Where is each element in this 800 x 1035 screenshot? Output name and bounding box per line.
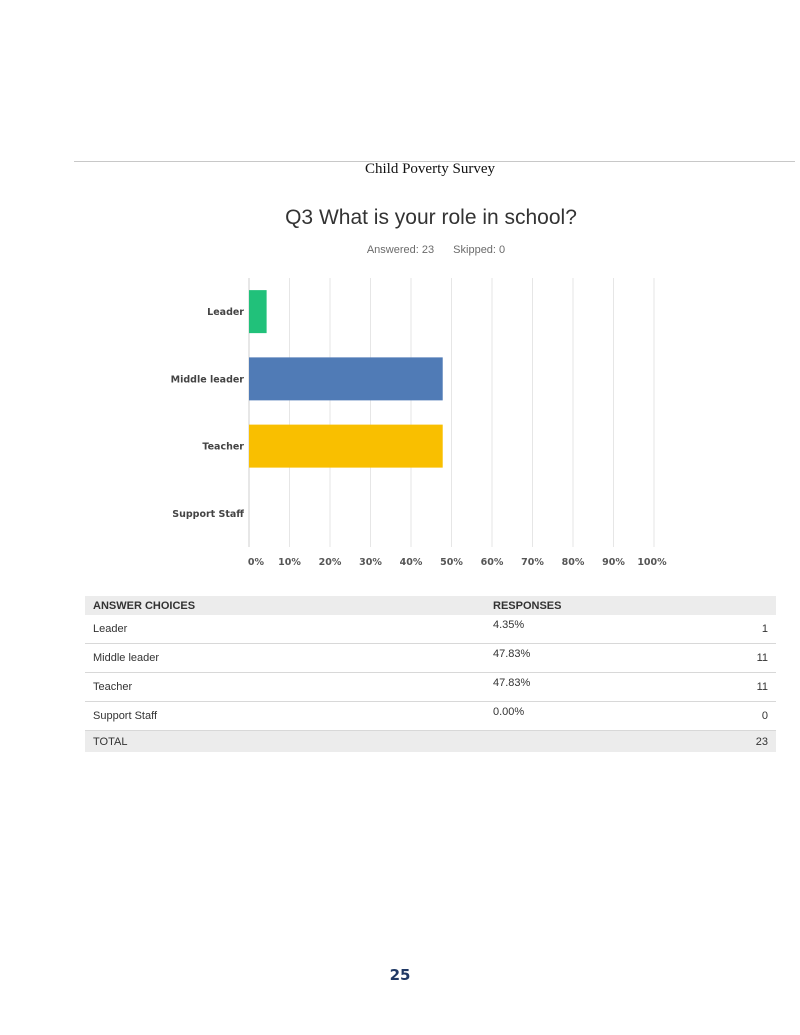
category-label: Teacher <box>202 442 244 453</box>
running-title: Child Poverty Survey <box>365 161 495 177</box>
skipped-count: Skipped: 0 <box>453 244 506 256</box>
choice-cell: Leader <box>85 615 485 644</box>
x-tick-label: 90% <box>602 557 625 568</box>
response-stats: Answered: 23 Skipped: 0 <box>0 244 800 256</box>
results-table: ANSWER CHOICES RESPONSES Leader 4.35% 1 … <box>85 596 776 752</box>
x-tick-label: 50% <box>440 557 463 568</box>
table-row: Teacher 47.83% 11 <box>85 672 776 702</box>
choice-cell: Middle leader <box>85 643 485 673</box>
x-tick-label: 0% <box>248 557 265 568</box>
header-rule <box>74 161 795 162</box>
x-tick-label: 100% <box>637 557 667 568</box>
bar-leader <box>249 290 267 334</box>
category-label: Leader <box>207 307 244 318</box>
table-row: Support Staff 0.00% 0 <box>85 701 776 731</box>
percent-cell: 47.83% <box>485 643 676 673</box>
header-answer-choices: ANSWER CHOICES <box>85 596 485 615</box>
percent-cell: 47.83% <box>485 672 676 702</box>
percent-cell: 0.00% <box>485 701 676 731</box>
x-tick-label: 60% <box>481 557 504 568</box>
count-cell: 0 <box>675 701 776 731</box>
bar-teacher <box>249 424 443 468</box>
total-count: 23 <box>675 730 776 752</box>
answered-count: Answered: 23 <box>366 244 435 256</box>
count-cell: 11 <box>675 643 776 673</box>
choice-cell: Support Staff <box>85 701 485 731</box>
x-tick-label: 80% <box>562 557 585 568</box>
bar-middle-leader <box>249 357 443 401</box>
count-cell: 1 <box>675 615 776 644</box>
table-header-row: ANSWER CHOICES RESPONSES <box>85 596 776 615</box>
total-label: TOTAL <box>85 730 485 752</box>
total-row: TOTAL 23 <box>85 730 776 752</box>
table-row: Middle leader 47.83% 11 <box>85 643 776 673</box>
x-tick-label: 30% <box>359 557 382 568</box>
x-tick-label: 70% <box>521 557 544 568</box>
x-tick-label: 40% <box>400 557 423 568</box>
table-row: Leader 4.35% 1 <box>85 615 776 644</box>
category-label: Support Staff <box>172 509 244 520</box>
header-responses: RESPONSES <box>485 596 776 615</box>
count-cell: 11 <box>675 672 776 702</box>
choice-cell: Teacher <box>85 672 485 702</box>
category-label: Middle leader <box>171 374 245 385</box>
question-title: Q3 What is your role in school? <box>285 206 577 229</box>
x-tick-label: 10% <box>278 557 301 568</box>
page-number: 25 <box>389 966 411 984</box>
x-tick-label: 20% <box>319 557 342 568</box>
percent-cell: 4.35% <box>485 615 676 644</box>
total-empty-cell <box>485 730 676 752</box>
